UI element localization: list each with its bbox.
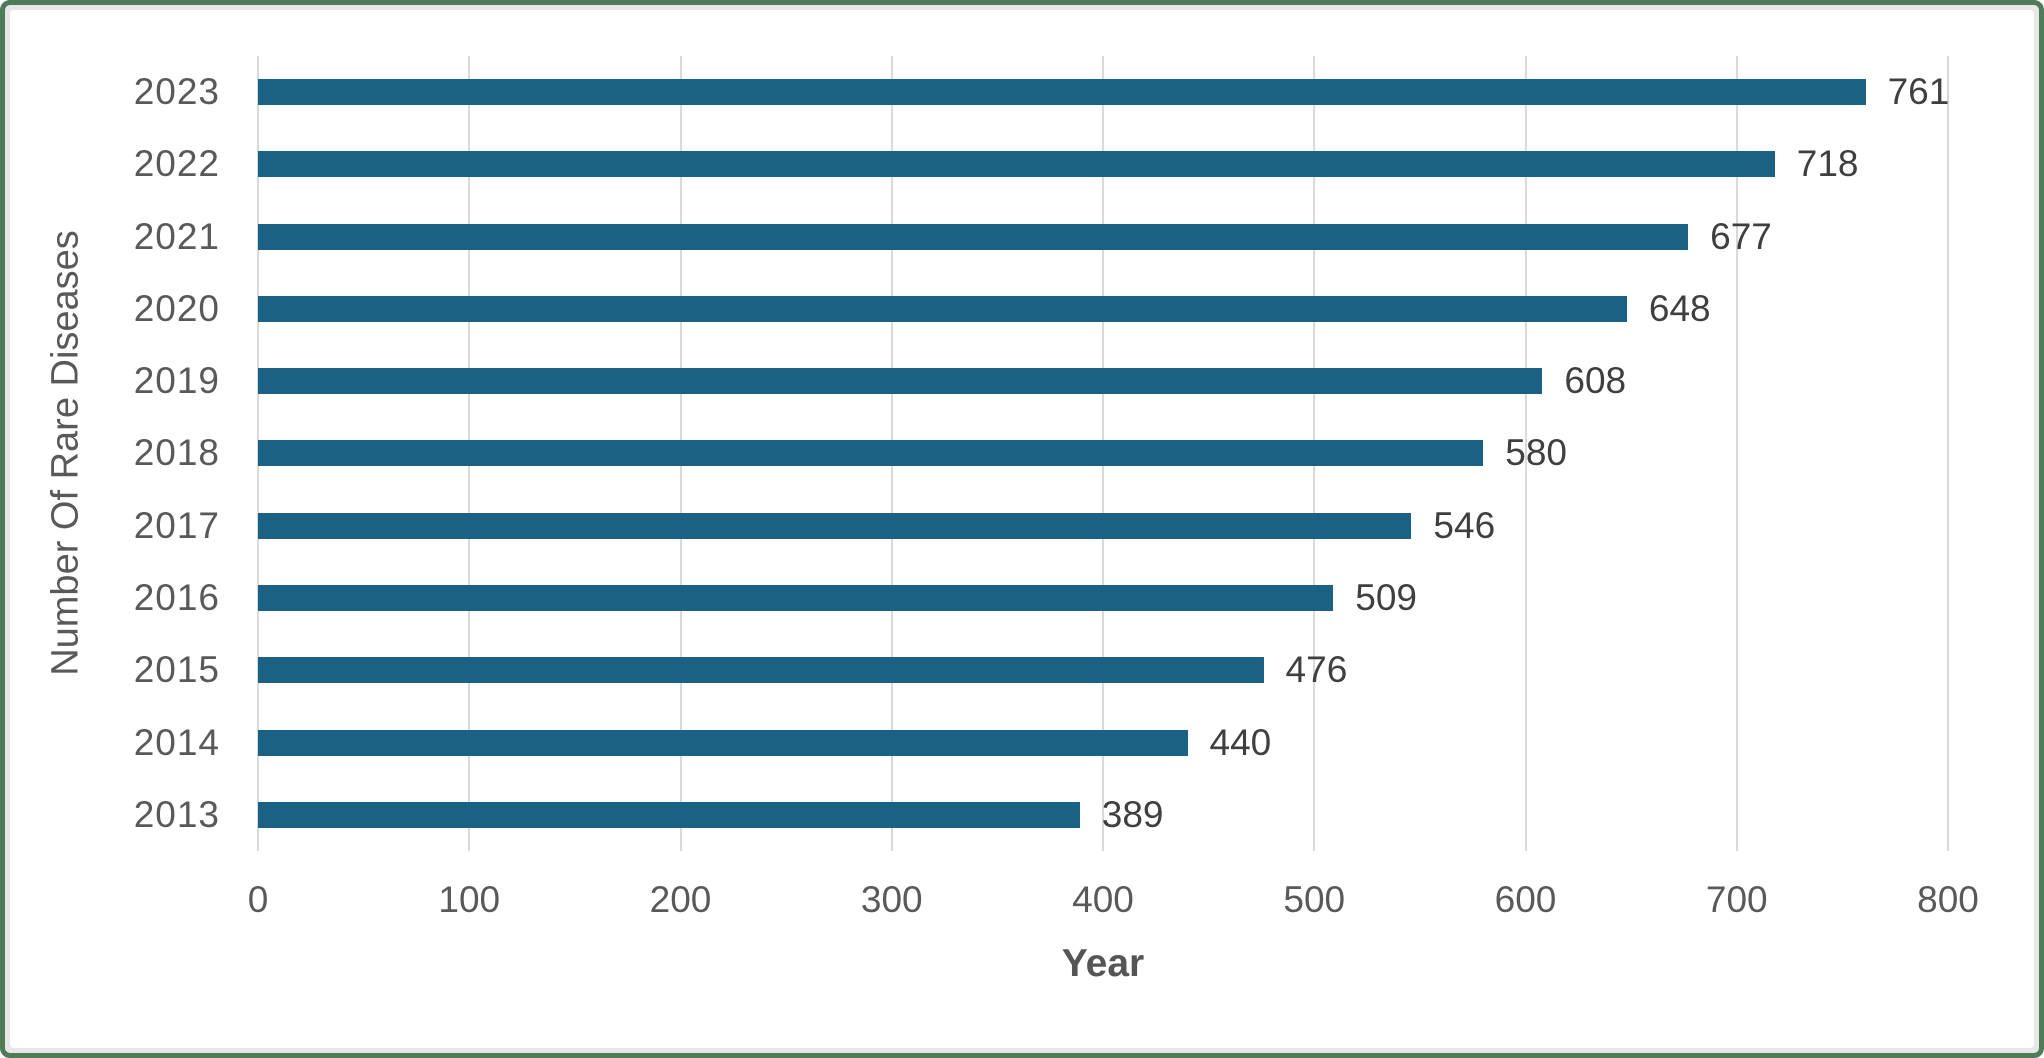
x-tick-label: 300 xyxy=(860,879,923,920)
bar-row: 2013 389 xyxy=(134,779,1948,851)
bar-row: 2020 648 xyxy=(134,273,1948,345)
x-tick-label: 600 xyxy=(1494,879,1557,920)
value-label: 509 xyxy=(1355,576,1417,618)
y-axis-title: Number Of Rare Diseases xyxy=(44,230,87,676)
value-label: 677 xyxy=(1710,215,1772,257)
category-label: 2019 xyxy=(133,360,220,402)
value-label: 546 xyxy=(1433,504,1496,546)
x-axis-tick-labels: 0 100 200 300 400 500 600 700 800 xyxy=(248,879,1979,925)
value-label: 580 xyxy=(1505,432,1567,474)
bar-row: 2022 718 xyxy=(134,128,1948,200)
value-label: 761 xyxy=(1887,71,1950,113)
category-label: 2013 xyxy=(133,793,220,835)
value-label: 718 xyxy=(1796,143,1859,185)
bar xyxy=(258,801,1080,828)
gridline xyxy=(1735,56,1738,851)
bar xyxy=(258,151,1775,178)
category-label: 2017 xyxy=(133,504,220,546)
bars-layer: 2023 761 2022 718 2021 677 2020 648 2019… xyxy=(134,56,1950,851)
value-label: 648 xyxy=(1648,287,1711,329)
x-tick-label: 400 xyxy=(1072,879,1134,920)
bar xyxy=(258,657,1264,684)
gridline xyxy=(1524,56,1527,851)
x-tick-label: 700 xyxy=(1705,879,1768,920)
value-label: 389 xyxy=(1101,793,1164,835)
value-label: 476 xyxy=(1285,649,1348,691)
bar xyxy=(258,368,1543,395)
bar-row: 2019 608 xyxy=(134,345,1948,417)
bar xyxy=(258,584,1334,611)
chart-canvas: Number Of Rare Diseases 2023 761 2022 71… xyxy=(10,10,2034,1048)
category-label: 2021 xyxy=(133,215,220,257)
bar-row: 2016 509 xyxy=(134,562,1948,634)
bar-row: 2015 476 xyxy=(134,634,1948,706)
bar-row: 2018 580 xyxy=(134,417,1948,489)
category-label: 2014 xyxy=(133,721,220,763)
category-label: 2020 xyxy=(133,287,220,329)
x-tick-label: 500 xyxy=(1283,879,1346,920)
category-label: 2018 xyxy=(133,432,220,474)
category-label: 2023 xyxy=(133,71,220,113)
x-axis-title: Year xyxy=(1061,942,1145,985)
x-tick-label: 200 xyxy=(649,879,712,920)
x-tick-label: 800 xyxy=(1917,879,1979,920)
bar xyxy=(258,79,1866,106)
bar xyxy=(258,440,1484,467)
x-tick-label: 0 xyxy=(247,879,269,920)
category-label: 2015 xyxy=(133,649,220,691)
bar xyxy=(258,512,1412,539)
bar-row: 2023 761 xyxy=(134,56,1950,128)
plot-area: 2023 761 2022 718 2021 677 2020 648 2019… xyxy=(134,56,1950,851)
gridline xyxy=(1947,56,1949,851)
bar-row: 2017 546 xyxy=(134,490,1948,562)
bar-row: 2021 677 xyxy=(134,201,1948,273)
bar xyxy=(258,295,1627,322)
category-label: 2016 xyxy=(133,576,220,618)
bar xyxy=(258,223,1689,250)
bar-row: 2014 440 xyxy=(134,706,1948,778)
value-label: 608 xyxy=(1564,360,1627,402)
value-label: 440 xyxy=(1209,721,1272,763)
x-tick-label: 100 xyxy=(438,879,501,920)
bar xyxy=(258,729,1188,756)
category-label: 2022 xyxy=(133,143,220,185)
